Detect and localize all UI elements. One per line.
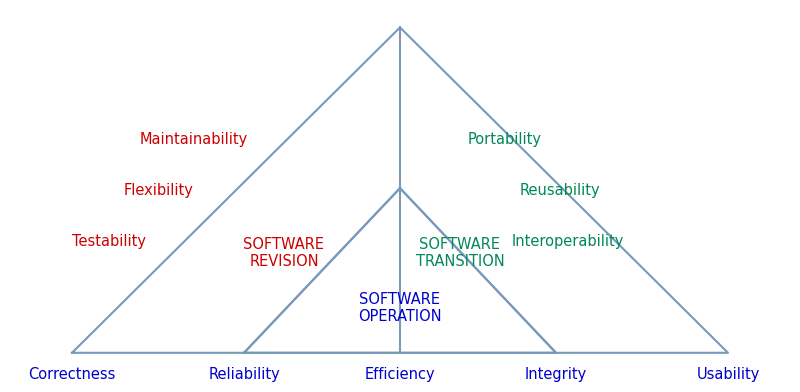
Text: Reusability: Reusability bbox=[520, 183, 601, 198]
Text: Efficiency: Efficiency bbox=[365, 367, 435, 382]
Text: Correctness: Correctness bbox=[28, 367, 116, 382]
Text: SOFTWARE
OPERATION: SOFTWARE OPERATION bbox=[358, 292, 442, 324]
Text: Reliability: Reliability bbox=[208, 367, 280, 382]
Text: Usability: Usability bbox=[696, 367, 760, 382]
Text: Maintainability: Maintainability bbox=[140, 132, 248, 147]
Text: Flexibility: Flexibility bbox=[124, 183, 194, 198]
Text: Portability: Portability bbox=[468, 132, 542, 147]
Text: SOFTWARE
REVISION: SOFTWARE REVISION bbox=[243, 237, 325, 269]
Text: Interoperability: Interoperability bbox=[512, 234, 624, 249]
Text: Integrity: Integrity bbox=[525, 367, 587, 382]
Text: Testability: Testability bbox=[72, 234, 146, 249]
Text: SOFTWARE
TRANSITION: SOFTWARE TRANSITION bbox=[416, 237, 504, 269]
